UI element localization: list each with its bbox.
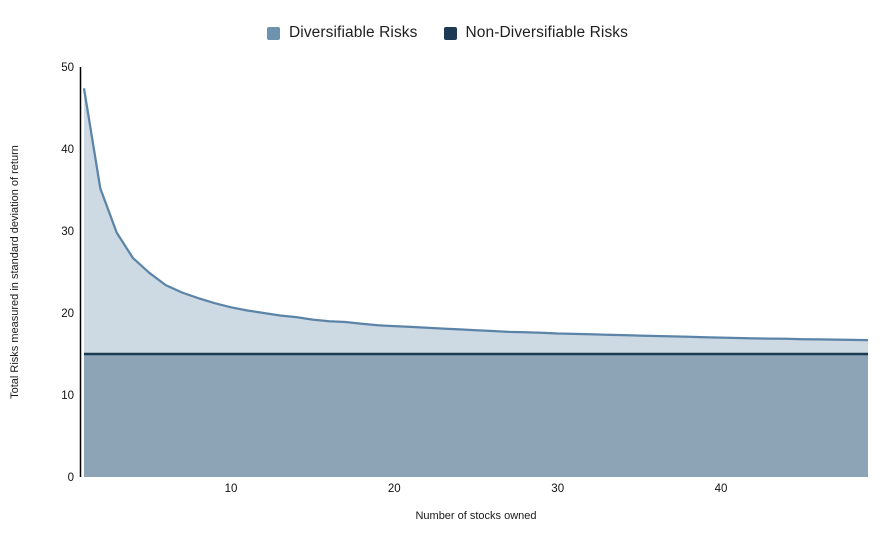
x-tick-label: 10 [225,483,238,495]
total-risk-curve [82,88,869,342]
x-tick-label: 20 [388,483,401,495]
y-tick-label: 40 [61,144,74,156]
legend-swatch-diversifiable-icon [266,26,280,40]
legend-item-non-diversifiable: Non-Diversifiable Risks [443,24,629,42]
x-axis-tick-labels: 10 20 30 40 [225,483,728,495]
chart-legend: Diversifiable Risks Non-Diversifiable Ri… [0,24,895,42]
non-diversifiable-area [84,354,868,477]
legend-swatch-non-diversifiable-icon [443,26,457,40]
y-tick-label: 10 [61,390,74,402]
y-tick-label: 20 [61,308,74,320]
legend-label-non-diversifiable: Non-Diversifiable Risks [465,24,629,41]
diversifiable-area [84,88,868,355]
x-tick-label: 40 [715,483,728,495]
x-tick-label: 30 [551,483,564,495]
y-tick-label: 50 [61,62,74,74]
x-axis-title: Number of stocks owned [415,510,537,522]
legend-item-diversifiable: Diversifiable Risks [266,24,418,42]
legend-label-diversifiable: Diversifiable Risks [288,24,418,41]
y-tick-label: 0 [68,472,74,484]
y-tick-label: 30 [61,226,74,238]
y-axis-tick-labels: 0 10 20 30 40 50 [61,62,74,484]
